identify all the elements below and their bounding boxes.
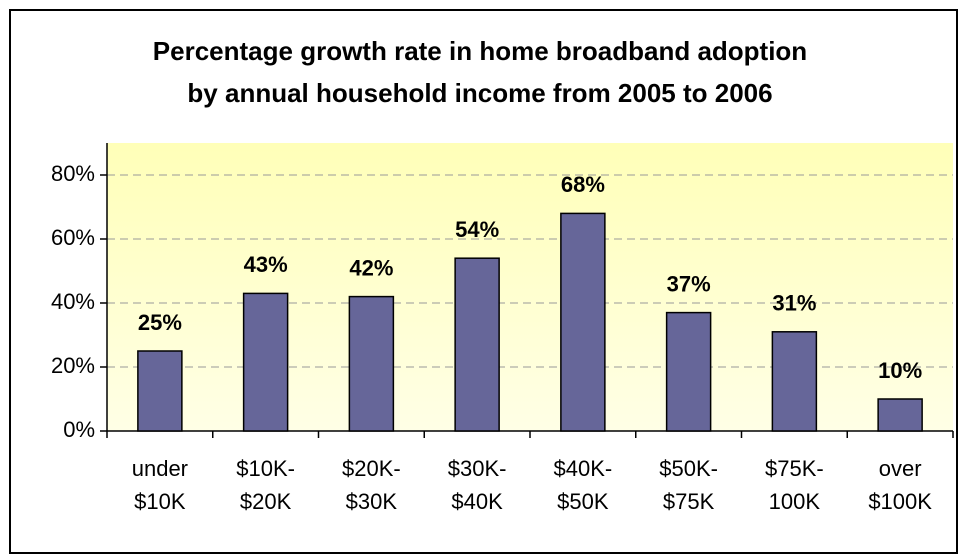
- data-label: 31%: [772, 291, 816, 316]
- x-tick-label: $40K- $50K: [554, 456, 613, 514]
- y-tick-label: 80%: [51, 161, 95, 186]
- y-tick-label: 20%: [51, 353, 95, 378]
- x-tick-label-line: $10K-: [236, 456, 295, 481]
- x-tick-label-line: 100K: [769, 489, 821, 514]
- bar: [137, 350, 183, 432]
- bar: [242, 292, 289, 432]
- x-tick-label-line: $30K: [346, 489, 398, 514]
- y-tick-label: 60%: [51, 225, 95, 250]
- data-label: 54%: [455, 217, 499, 242]
- data-label: 68%: [561, 172, 605, 197]
- x-tick-label: over $100K: [868, 456, 932, 514]
- x-tick-label-line: over: [879, 456, 922, 481]
- plot-area: [107, 143, 953, 431]
- data-label: 42%: [349, 255, 393, 280]
- x-tick-label-line: $30K-: [448, 456, 507, 481]
- x-tick-label-line: $20K-: [342, 456, 401, 481]
- y-tick-label: 40%: [51, 289, 95, 314]
- x-tick-label-line: under: [132, 456, 188, 481]
- x-tick-label: under $10K: [132, 456, 188, 514]
- bar: [665, 311, 712, 432]
- x-tick-label-line: $20K: [240, 489, 292, 514]
- x-tick-label-line: $50K: [557, 489, 609, 514]
- data-label: 43%: [244, 252, 288, 277]
- bar: [454, 257, 500, 432]
- x-tick-label: $10K- $20K: [236, 456, 295, 514]
- bar: [877, 398, 923, 432]
- bar: [560, 212, 606, 432]
- x-tick-label-line: $40K-: [554, 456, 613, 481]
- x-tick-label-line: $50K-: [659, 456, 718, 481]
- y-tick-label: 0%: [63, 417, 95, 442]
- x-tick-label: $20K- $30K: [342, 456, 401, 514]
- bar: [771, 331, 818, 432]
- data-label: 37%: [667, 271, 711, 296]
- chart-title: Percentage growth rate in home broadband…: [152, 36, 808, 108]
- x-tick-label-line: $75K: [663, 489, 715, 514]
- x-tick-label: $30K- $40K: [448, 456, 507, 514]
- bar: [348, 295, 395, 432]
- data-label: 10%: [878, 358, 922, 383]
- x-tick-label-line: $75K-: [765, 456, 824, 481]
- x-tick-label-line: $100K: [868, 489, 932, 514]
- x-tick-label-line: $40K: [451, 489, 503, 514]
- x-tick-label: $50K- $75K: [659, 456, 718, 514]
- data-label: 25%: [138, 310, 182, 335]
- x-tick-label-line: $10K: [134, 489, 186, 514]
- x-tick-label: $75K- 100K: [765, 456, 824, 514]
